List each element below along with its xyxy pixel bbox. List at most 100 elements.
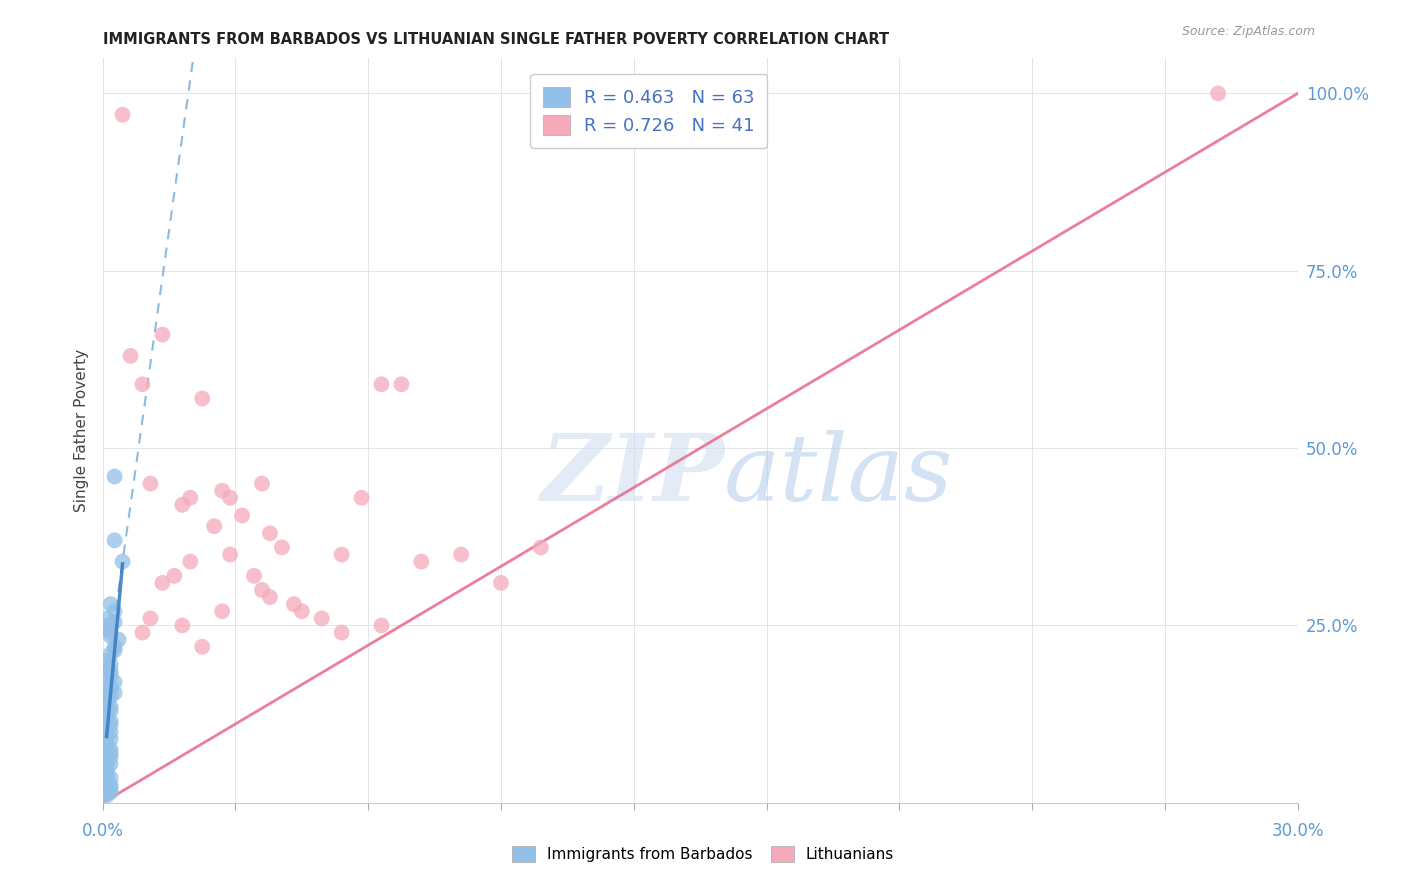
Point	[96, 739, 118, 753]
Point	[104, 469, 127, 483]
Text: IMMIGRANTS FROM BARBADOS VS LITHUANIAN SINGLE FATHER POVERTY CORRELATION CHART: IMMIGRANTS FROM BARBADOS VS LITHUANIAN S…	[103, 32, 889, 47]
Point	[172, 618, 194, 632]
Point	[179, 491, 201, 505]
Point	[172, 498, 194, 512]
Point	[96, 735, 118, 749]
Point	[96, 742, 118, 756]
Point	[96, 728, 118, 742]
Point	[104, 643, 127, 657]
Point	[104, 533, 127, 548]
Point	[291, 604, 314, 618]
Point	[311, 611, 333, 625]
Point	[370, 618, 392, 632]
Point	[131, 625, 153, 640]
Point	[139, 611, 162, 625]
Point	[96, 682, 118, 697]
Point	[111, 108, 134, 122]
Point	[96, 672, 118, 686]
Text: 30.0%: 30.0%	[1271, 822, 1324, 840]
Legend: Immigrants from Barbados, Lithuanians: Immigrants from Barbados, Lithuanians	[506, 839, 900, 868]
Text: ZIP: ZIP	[540, 430, 724, 520]
Point	[243, 569, 266, 583]
Point	[104, 604, 127, 618]
Point	[270, 541, 294, 555]
Point	[96, 781, 118, 796]
Point	[163, 569, 186, 583]
Point	[100, 700, 122, 714]
Point	[96, 622, 118, 636]
Point	[96, 661, 118, 675]
Point	[100, 625, 122, 640]
Point	[100, 682, 122, 697]
Point	[96, 767, 118, 781]
Point	[96, 785, 118, 799]
Point	[100, 665, 122, 679]
Point	[100, 704, 122, 718]
Point	[96, 707, 118, 722]
Point	[259, 526, 281, 541]
Point	[330, 625, 353, 640]
Point	[96, 760, 118, 774]
Point	[96, 774, 118, 789]
Point	[100, 771, 122, 785]
Point	[250, 582, 273, 597]
Point	[120, 349, 142, 363]
Point	[100, 657, 122, 672]
Point	[96, 693, 118, 707]
Point	[219, 491, 242, 505]
Point	[100, 647, 122, 661]
Text: Source: ZipAtlas.com: Source: ZipAtlas.com	[1181, 25, 1315, 38]
Point	[96, 697, 118, 711]
Point	[96, 771, 118, 785]
Point	[100, 679, 122, 693]
Point	[96, 711, 118, 725]
Point	[330, 548, 353, 562]
Point	[219, 548, 242, 562]
Point	[250, 476, 273, 491]
Point	[100, 756, 122, 771]
Point	[111, 555, 134, 569]
Point	[96, 721, 118, 735]
Point	[152, 575, 174, 590]
Point	[104, 675, 127, 690]
Point	[96, 764, 118, 778]
Point	[100, 668, 122, 682]
Point	[191, 640, 214, 654]
Point	[96, 778, 118, 792]
Point	[100, 714, 122, 729]
Point	[370, 377, 392, 392]
Point	[391, 377, 413, 392]
Point	[100, 781, 122, 796]
Y-axis label: Single Father Poverty: Single Father Poverty	[75, 349, 90, 512]
Point	[350, 491, 373, 505]
Point	[489, 575, 512, 590]
Point	[100, 597, 122, 611]
Point	[100, 690, 122, 704]
Point	[152, 327, 174, 342]
Point	[96, 789, 118, 803]
Point	[104, 615, 127, 629]
Point	[1206, 87, 1229, 101]
Point	[96, 753, 118, 767]
Point	[96, 697, 118, 711]
Point	[96, 756, 118, 771]
Point	[450, 548, 472, 562]
Point	[283, 597, 305, 611]
Point	[100, 718, 122, 732]
Point	[530, 541, 553, 555]
Point	[96, 611, 118, 625]
Point	[104, 640, 127, 654]
Point	[131, 377, 153, 392]
Point	[139, 476, 162, 491]
Point	[100, 785, 122, 799]
Point	[211, 483, 233, 498]
Point	[231, 508, 253, 523]
Text: atlas: atlas	[724, 430, 953, 520]
Point	[100, 778, 122, 792]
Point	[96, 764, 118, 778]
Point	[100, 629, 122, 643]
Point	[96, 618, 118, 632]
Point	[96, 654, 118, 668]
Legend: R = 0.463   N = 63, R = 0.726   N = 41: R = 0.463 N = 63, R = 0.726 N = 41	[530, 74, 768, 148]
Point	[104, 686, 127, 700]
